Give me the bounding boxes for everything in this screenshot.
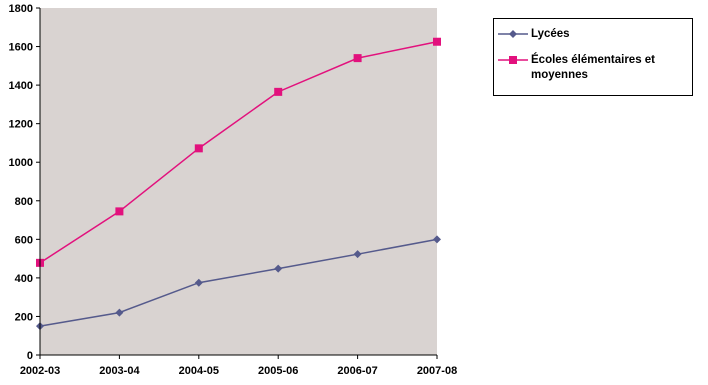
y-tick-label: 1200 <box>9 119 33 131</box>
data-point <box>353 250 362 259</box>
data-point <box>353 54 362 63</box>
x-tick-label: 2002-03 <box>20 365 60 377</box>
data-point <box>115 207 124 216</box>
data-point <box>274 87 283 96</box>
y-tick-label: 800 <box>15 196 33 208</box>
legend-label-ecoles: Écoles élémentaires et moyennes <box>531 54 656 81</box>
x-tick-label: 2004-05 <box>179 365 219 377</box>
y-tick-label: 1400 <box>9 80 33 92</box>
data-point <box>274 264 283 273</box>
data-point <box>115 308 124 317</box>
y-tick-label: 1800 <box>9 3 33 15</box>
series-line-0 <box>39 238 438 327</box>
legend: Lycées Écoles élémentaires et moyennes <box>493 18 693 96</box>
series-line-1 <box>39 41 438 264</box>
legend-swatch-lycees <box>498 30 528 38</box>
data-point <box>433 37 441 46</box>
y-tick-label: 600 <box>15 234 33 246</box>
x-tick-label: 2006-07 <box>337 365 377 377</box>
y-axis: 0 200 400 600 800 1000 1200 1400 1600 1800 <box>9 3 40 362</box>
x-tick-label: 2007-08 <box>417 365 457 377</box>
data-point <box>433 235 441 244</box>
x-tick-label: 2005-06 <box>258 365 298 377</box>
plot-area <box>40 8 437 355</box>
y-tick-label: 200 <box>15 311 33 323</box>
y-tick-label: 1600 <box>9 42 33 54</box>
x-axis: 2002-03 2003-04 2004-05 2005-06 2006-07 2007-… <box>20 355 457 377</box>
legend-item-ecoles: Écoles élémentaires et moyennes <box>498 53 681 83</box>
data-point <box>194 278 203 287</box>
y-tick-label: 1000 <box>9 157 33 169</box>
y-tick-label: 0 <box>27 350 33 362</box>
y-tick-label: 400 <box>15 273 33 285</box>
legend-item-lycees: Lycées <box>498 27 681 42</box>
series-group <box>36 37 441 331</box>
legend-swatch-ecoles <box>498 56 528 64</box>
data-point <box>194 144 203 153</box>
legend-label-lycees: Lycées <box>531 28 570 40</box>
x-tick-label: 2003-04 <box>99 365 140 377</box>
